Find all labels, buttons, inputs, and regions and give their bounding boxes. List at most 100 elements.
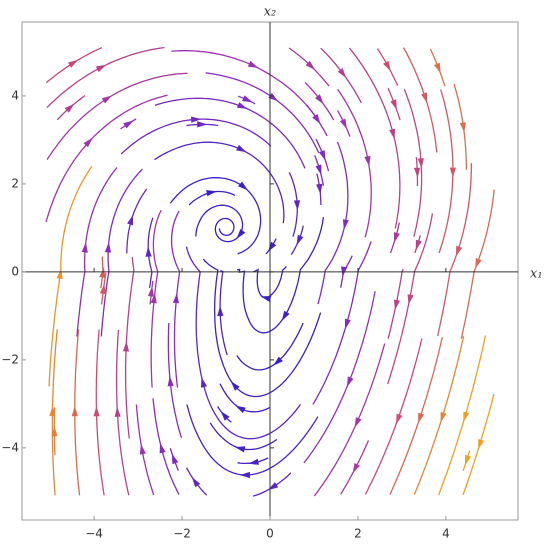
arrowhead <box>68 59 79 68</box>
streamline <box>45 47 103 84</box>
streamline <box>304 81 335 121</box>
arrowhead <box>99 267 106 278</box>
arrowhead <box>346 376 354 388</box>
streamline <box>135 404 155 496</box>
arrowhead <box>235 405 246 414</box>
streamline <box>209 422 278 451</box>
arrowhead <box>354 417 362 428</box>
streamline <box>438 89 454 254</box>
x-tick-label: 0 <box>266 527 274 541</box>
arrowhead <box>342 219 349 230</box>
arrowhead <box>51 426 58 437</box>
arrowhead <box>171 453 179 465</box>
arrowhead <box>417 158 424 169</box>
arrowhead <box>383 60 391 72</box>
arrowhead <box>352 463 360 474</box>
streamline <box>438 335 487 496</box>
arrowhead <box>99 283 106 295</box>
arrowhead <box>191 116 202 123</box>
arrowhead <box>81 242 88 253</box>
arrowhead <box>449 167 456 178</box>
arrowhead <box>293 200 301 211</box>
arrowhead <box>230 381 240 391</box>
streamline <box>303 291 376 464</box>
y-tick-label: −2 <box>1 352 19 366</box>
arrowhead <box>248 458 259 465</box>
arrowhead <box>312 114 321 125</box>
arrowhead <box>159 442 166 454</box>
arrowhead <box>464 454 471 466</box>
arrowhead <box>71 406 78 417</box>
arrowhead <box>104 242 112 253</box>
arrowhead <box>415 239 422 251</box>
arrowhead <box>456 245 463 257</box>
arrowhead <box>242 95 253 103</box>
y-tick-label: 2 <box>11 176 19 190</box>
arrowhead <box>396 413 403 425</box>
arrowhead <box>267 482 279 491</box>
arrowhead <box>281 310 290 321</box>
arrowhead <box>191 477 201 488</box>
arrowhead <box>236 144 247 153</box>
arrowhead <box>114 406 121 417</box>
streamline <box>403 88 423 237</box>
arrowhead <box>201 377 207 388</box>
y-tick-label: −4 <box>1 440 19 454</box>
streamline <box>171 50 319 120</box>
arrowhead <box>316 183 323 195</box>
streamline <box>436 163 472 337</box>
arrowhead <box>93 406 100 417</box>
arrowhead <box>337 68 347 78</box>
streamline <box>313 343 386 497</box>
arrowhead <box>239 471 250 479</box>
arrowhead <box>247 60 259 68</box>
arrowhead <box>238 181 248 191</box>
arrowhead <box>122 341 130 352</box>
arrowhead <box>389 128 396 140</box>
arrowhead <box>296 234 304 246</box>
y-axis-label: x₂ <box>264 5 277 20</box>
arrowhead <box>101 95 112 104</box>
arrowhead <box>147 286 154 297</box>
x-tick-label: 2 <box>354 527 362 541</box>
arrowhead <box>127 214 133 226</box>
y-tick-label: 4 <box>11 88 19 102</box>
arrowhead <box>234 446 246 453</box>
arrowhead <box>339 118 347 129</box>
x-axis-label: x₁ <box>530 267 543 282</box>
arrowhead <box>197 121 208 128</box>
arrowhead <box>440 412 447 423</box>
arrowhead <box>318 150 326 161</box>
streamline <box>364 338 423 495</box>
arrowhead <box>172 292 179 304</box>
streamline <box>252 472 292 497</box>
arrowhead <box>463 411 470 423</box>
arrowhead <box>315 164 322 176</box>
arrowhead <box>418 412 425 424</box>
arrowhead <box>206 190 217 197</box>
arrowhead <box>260 296 272 302</box>
arrowhead <box>83 137 93 148</box>
arrowhead <box>150 293 157 304</box>
x-tick-label: −2 <box>173 527 191 541</box>
streamline <box>288 47 330 87</box>
arrowhead <box>95 64 107 73</box>
arrowhead <box>56 268 63 280</box>
arrowhead <box>220 411 230 421</box>
streamline <box>337 88 372 238</box>
arrowhead <box>273 356 283 366</box>
arrowhead <box>123 120 134 129</box>
arrowhead <box>167 376 174 387</box>
streamlines <box>45 46 495 497</box>
arrowhead <box>459 122 466 133</box>
arrowhead <box>434 62 441 74</box>
arrowhead <box>236 102 248 109</box>
arrowhead <box>315 94 324 105</box>
arrowhead <box>267 241 277 252</box>
arrowhead <box>390 99 397 110</box>
streamline <box>312 241 372 405</box>
arrowhead <box>145 246 152 257</box>
arrowhead <box>475 258 482 269</box>
arrowhead <box>268 92 279 102</box>
